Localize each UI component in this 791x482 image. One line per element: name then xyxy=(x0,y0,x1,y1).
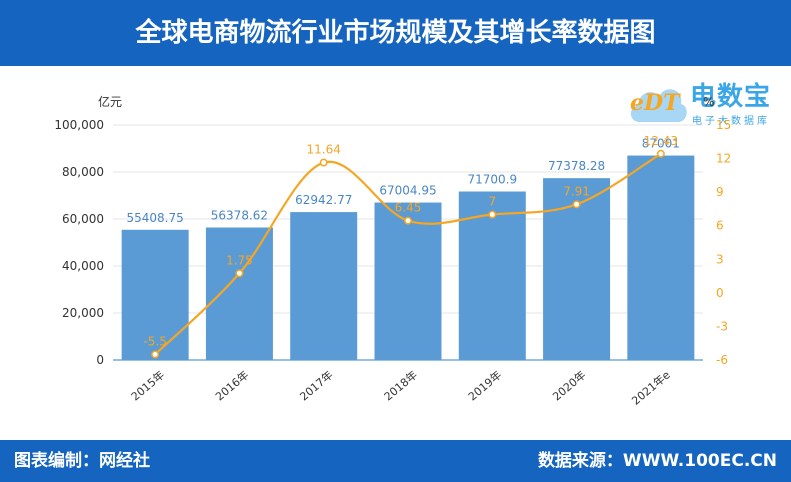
x-tick-label: 2021年e xyxy=(629,367,673,407)
bar-value-label: 77378.28 xyxy=(548,159,605,173)
y-axis-title: 亿元 xyxy=(98,94,122,109)
title-banner: 全球电商物流行业市场规模及其增长率数据图 xyxy=(0,0,791,66)
line-value-label: 12.43 xyxy=(644,134,678,148)
bar-value-label: 87001 xyxy=(642,137,680,151)
line-value-label: 1.75 xyxy=(226,253,253,267)
bar-value-label: 67004.95 xyxy=(379,184,436,198)
y-tick-label: 20,000 xyxy=(62,306,104,320)
bar xyxy=(627,155,695,360)
line-point xyxy=(488,210,497,219)
y2-tick-label: -6 xyxy=(716,353,728,367)
footer-banner: 图表编制：网经社 数据来源：WWW.100EC.CN xyxy=(0,440,791,482)
line-value-label: 6.45 xyxy=(395,201,422,215)
y-tick-label: 100,000 xyxy=(54,118,104,132)
y2-tick-label: 15 xyxy=(716,118,731,132)
footer-credit: 图表编制：网经社 xyxy=(14,451,150,471)
bar xyxy=(458,191,526,360)
x-tick-label: 2015年 xyxy=(128,368,167,404)
y-tick-label: 60,000 xyxy=(62,212,104,226)
bar xyxy=(121,229,189,360)
bar-value-label: 56378.62 xyxy=(211,209,268,223)
line-point xyxy=(319,158,328,167)
y2-tick-label: -3 xyxy=(716,319,728,333)
x-tick-label: 2019年 xyxy=(465,368,504,404)
line-point xyxy=(151,350,160,359)
line-point xyxy=(404,216,412,225)
logo: eDT 电数宝 电子大数据库 xyxy=(618,68,788,134)
y-tick-label: 0 xyxy=(96,353,104,367)
line-point xyxy=(235,269,244,278)
line-point xyxy=(572,200,581,209)
footer-source: 数据来源：WWW.100EC.CN xyxy=(537,451,777,471)
y2-tick-label: 12 xyxy=(716,152,731,166)
logo-mark: eDT xyxy=(630,90,680,116)
line-value-label: 11.64 xyxy=(307,143,341,157)
chart-area: 0 20,000 40,000 60,000 80,000 100,000 -6 -3 0 3 6 9… xyxy=(54,94,731,408)
y2-tick-label: 6 xyxy=(716,219,724,233)
y-tick-label: 40,000 xyxy=(62,259,104,273)
y2-axis-title: % xyxy=(703,95,714,109)
bar-value-label: 55408.75 xyxy=(127,211,184,225)
bar-value-label: 62942.77 xyxy=(295,193,352,207)
y2-tick-label: 9 xyxy=(716,185,724,199)
x-tick-label: 2016年 xyxy=(212,368,251,404)
bar xyxy=(205,227,273,360)
bar xyxy=(543,178,611,360)
line-point xyxy=(656,149,665,158)
x-tick-label: 2017年 xyxy=(297,368,336,404)
y2-tick-label: 0 xyxy=(716,286,724,300)
y2-tick-label: 3 xyxy=(716,252,724,266)
bar-value-label: 71700.9 xyxy=(467,173,517,187)
x-tick-label: 2020年 xyxy=(550,368,589,404)
logo-brand: 电数宝 xyxy=(690,82,772,112)
y-tick-label: 80,000 xyxy=(62,165,104,179)
line-value-label: -5.5 xyxy=(143,334,166,348)
logo-subtitle: 电子大数据库 xyxy=(692,116,770,127)
line-value-label: 7 xyxy=(488,195,496,209)
bar xyxy=(374,202,442,360)
line-value-label: 7.91 xyxy=(563,184,590,198)
bar xyxy=(290,212,358,360)
x-tick-label: 2018年 xyxy=(381,368,420,404)
chart-title: 全球电商物流行业市场规模及其增长率数据图 xyxy=(135,18,656,48)
cloud-icon xyxy=(630,89,687,122)
